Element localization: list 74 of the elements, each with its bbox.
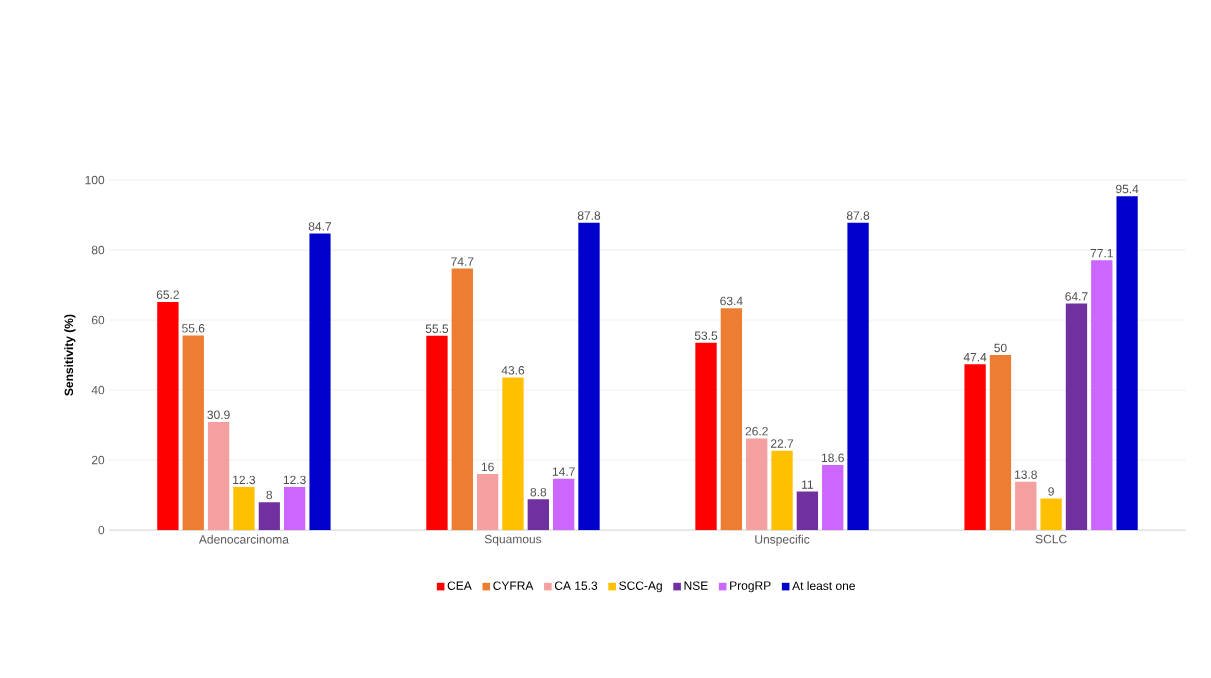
bar <box>207 421 230 531</box>
bar <box>476 474 499 531</box>
data-label: 95.4 <box>1116 184 1139 194</box>
bar <box>233 486 255 531</box>
bar <box>695 342 717 531</box>
bar <box>578 222 600 531</box>
bar <box>1116 196 1138 531</box>
legend-label: At least one <box>792 581 855 590</box>
data-label: 65.2 <box>156 290 179 299</box>
data-label: 16 <box>481 462 494 472</box>
data-label: 87.8 <box>577 211 601 220</box>
data-label: 77.1 <box>1090 248 1113 258</box>
data-label: 22.7 <box>770 439 794 448</box>
bar <box>451 268 473 531</box>
data-label: 43.6 <box>501 365 525 375</box>
bar <box>796 491 819 531</box>
bar <box>1091 260 1113 531</box>
bar <box>283 486 306 531</box>
x-tick-label: Unspecific <box>755 534 810 546</box>
data-label: 84.7 <box>308 222 331 231</box>
y-tick-label: 100 <box>85 175 105 185</box>
bar <box>1040 498 1062 531</box>
data-label: 9 <box>1048 487 1054 496</box>
bar <box>746 438 768 531</box>
bar <box>822 464 844 531</box>
bar <box>1015 481 1037 531</box>
x-tick-label: Squamous <box>484 534 542 546</box>
bar <box>964 364 986 531</box>
bar <box>1065 303 1088 531</box>
data-label: 64.7 <box>1065 292 1088 301</box>
data-label: 8 <box>266 490 273 500</box>
data-label: 26.2 <box>745 426 768 436</box>
data-label: 47.4 <box>963 352 987 362</box>
legend-label: NSE <box>684 581 708 590</box>
data-label: 55.6 <box>182 323 205 333</box>
data-label: 74.7 <box>451 257 474 266</box>
bar <box>426 335 448 531</box>
bar <box>720 308 743 531</box>
data-label: 12.3 <box>283 475 306 485</box>
data-label: 30.9 <box>207 410 230 419</box>
data-label: 12.3 <box>233 475 256 485</box>
y-tick-label: 60 <box>91 315 105 325</box>
y-axis-title: Sensitivity (%) <box>64 314 76 396</box>
y-tick-label: 20 <box>91 455 105 465</box>
legend-label: ProgRP <box>730 581 771 593</box>
legend-label: CEA <box>447 581 472 590</box>
bar <box>309 233 331 531</box>
bar <box>258 502 280 531</box>
data-label: 18.6 <box>821 453 844 463</box>
bar <box>182 335 204 531</box>
legend-label: SCC-Ag <box>619 581 662 593</box>
legend-label: CA 15.3 <box>554 581 598 590</box>
data-label: 50 <box>994 343 1007 353</box>
y-tick-label: 0 <box>98 525 105 535</box>
data-label: 63.4 <box>720 296 743 306</box>
legend-label: CYFRA <box>493 581 534 590</box>
bar <box>771 450 793 531</box>
data-label: 8.8 <box>530 487 547 497</box>
bar <box>552 478 575 531</box>
y-tick-label: 40 <box>91 385 105 395</box>
bar <box>502 377 524 531</box>
bar <box>157 301 179 531</box>
data-label: 11 <box>802 480 814 489</box>
x-tick-label: SCLC <box>1035 534 1067 544</box>
bar <box>847 222 869 531</box>
data-label: 13.8 <box>1015 470 1037 479</box>
y-tick-label: 80 <box>91 245 105 255</box>
data-label: 87.8 <box>846 211 870 220</box>
data-label: 53.5 <box>694 331 718 340</box>
x-tick-label: Adenocarcinoma <box>198 534 289 544</box>
bar <box>989 355 1012 531</box>
bar <box>527 499 549 531</box>
data-label: 55.5 <box>425 324 449 333</box>
data-label: 14.7 <box>552 467 575 476</box>
